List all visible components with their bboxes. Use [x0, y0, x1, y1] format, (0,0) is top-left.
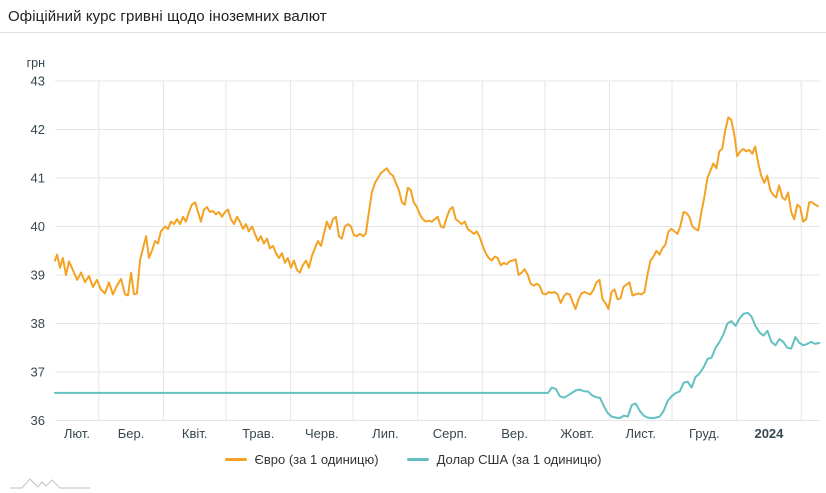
legend-item-euro[interactable]: Євро (за 1 одиницю): [224, 452, 379, 467]
y-axis-tick-label: 42: [31, 122, 45, 137]
series-line-euro: [54, 116, 819, 310]
x-axis-tick-label: 2024: [754, 426, 784, 441]
y-axis-unit-label: грн: [27, 56, 46, 70]
legend-label-euro: Євро (за 1 одиницю): [254, 452, 379, 467]
series-line-usd: [54, 311, 821, 420]
x-axis-tick-label: Груд.: [689, 426, 720, 441]
x-axis-tick-label: Трав.: [242, 426, 274, 441]
y-axis-tick-label: 36: [31, 413, 45, 428]
y-axis-tick-label: 37: [31, 365, 45, 380]
usd-line-swatch-icon: [406, 458, 429, 461]
x-axis-tick-label: Вер.: [501, 426, 528, 441]
y-axis-tick-label: 39: [31, 268, 45, 283]
y-axis-tick-label: 38: [31, 316, 45, 331]
y-axis-tick-label: 41: [31, 171, 45, 186]
mountain-chart-logo: [10, 478, 90, 489]
chart-header: Офіційний курс гривні щодо іноземних вал…: [0, 0, 826, 33]
x-axis-tick-label: Черв.: [305, 426, 339, 441]
legend-item-usd[interactable]: Долар США (за 1 одиницю): [406, 452, 602, 467]
y-axis-tick-label: 40: [31, 219, 45, 234]
x-axis-tick-label: Квіт.: [182, 426, 208, 441]
euro-line-swatch-icon: [224, 458, 247, 461]
x-axis-tick-label: Бер.: [118, 426, 145, 441]
x-axis-tick-label: Серп.: [433, 426, 468, 441]
x-axis-tick-label: Лист.: [626, 426, 656, 441]
x-axis-tick-label: Лип.: [372, 426, 398, 441]
x-axis-tick-label: Жовт.: [560, 426, 594, 441]
chart-legend: Євро (за 1 одиницю) Долар США (за 1 один…: [0, 452, 826, 467]
page-title: Офіційний курс гривні щодо іноземних вал…: [8, 7, 327, 25]
legend-label-usd: Долар США (за 1 одиницю): [436, 452, 602, 467]
y-axis-tick-label: 43: [31, 74, 45, 89]
x-axis-tick-label: Лют.: [64, 426, 90, 441]
